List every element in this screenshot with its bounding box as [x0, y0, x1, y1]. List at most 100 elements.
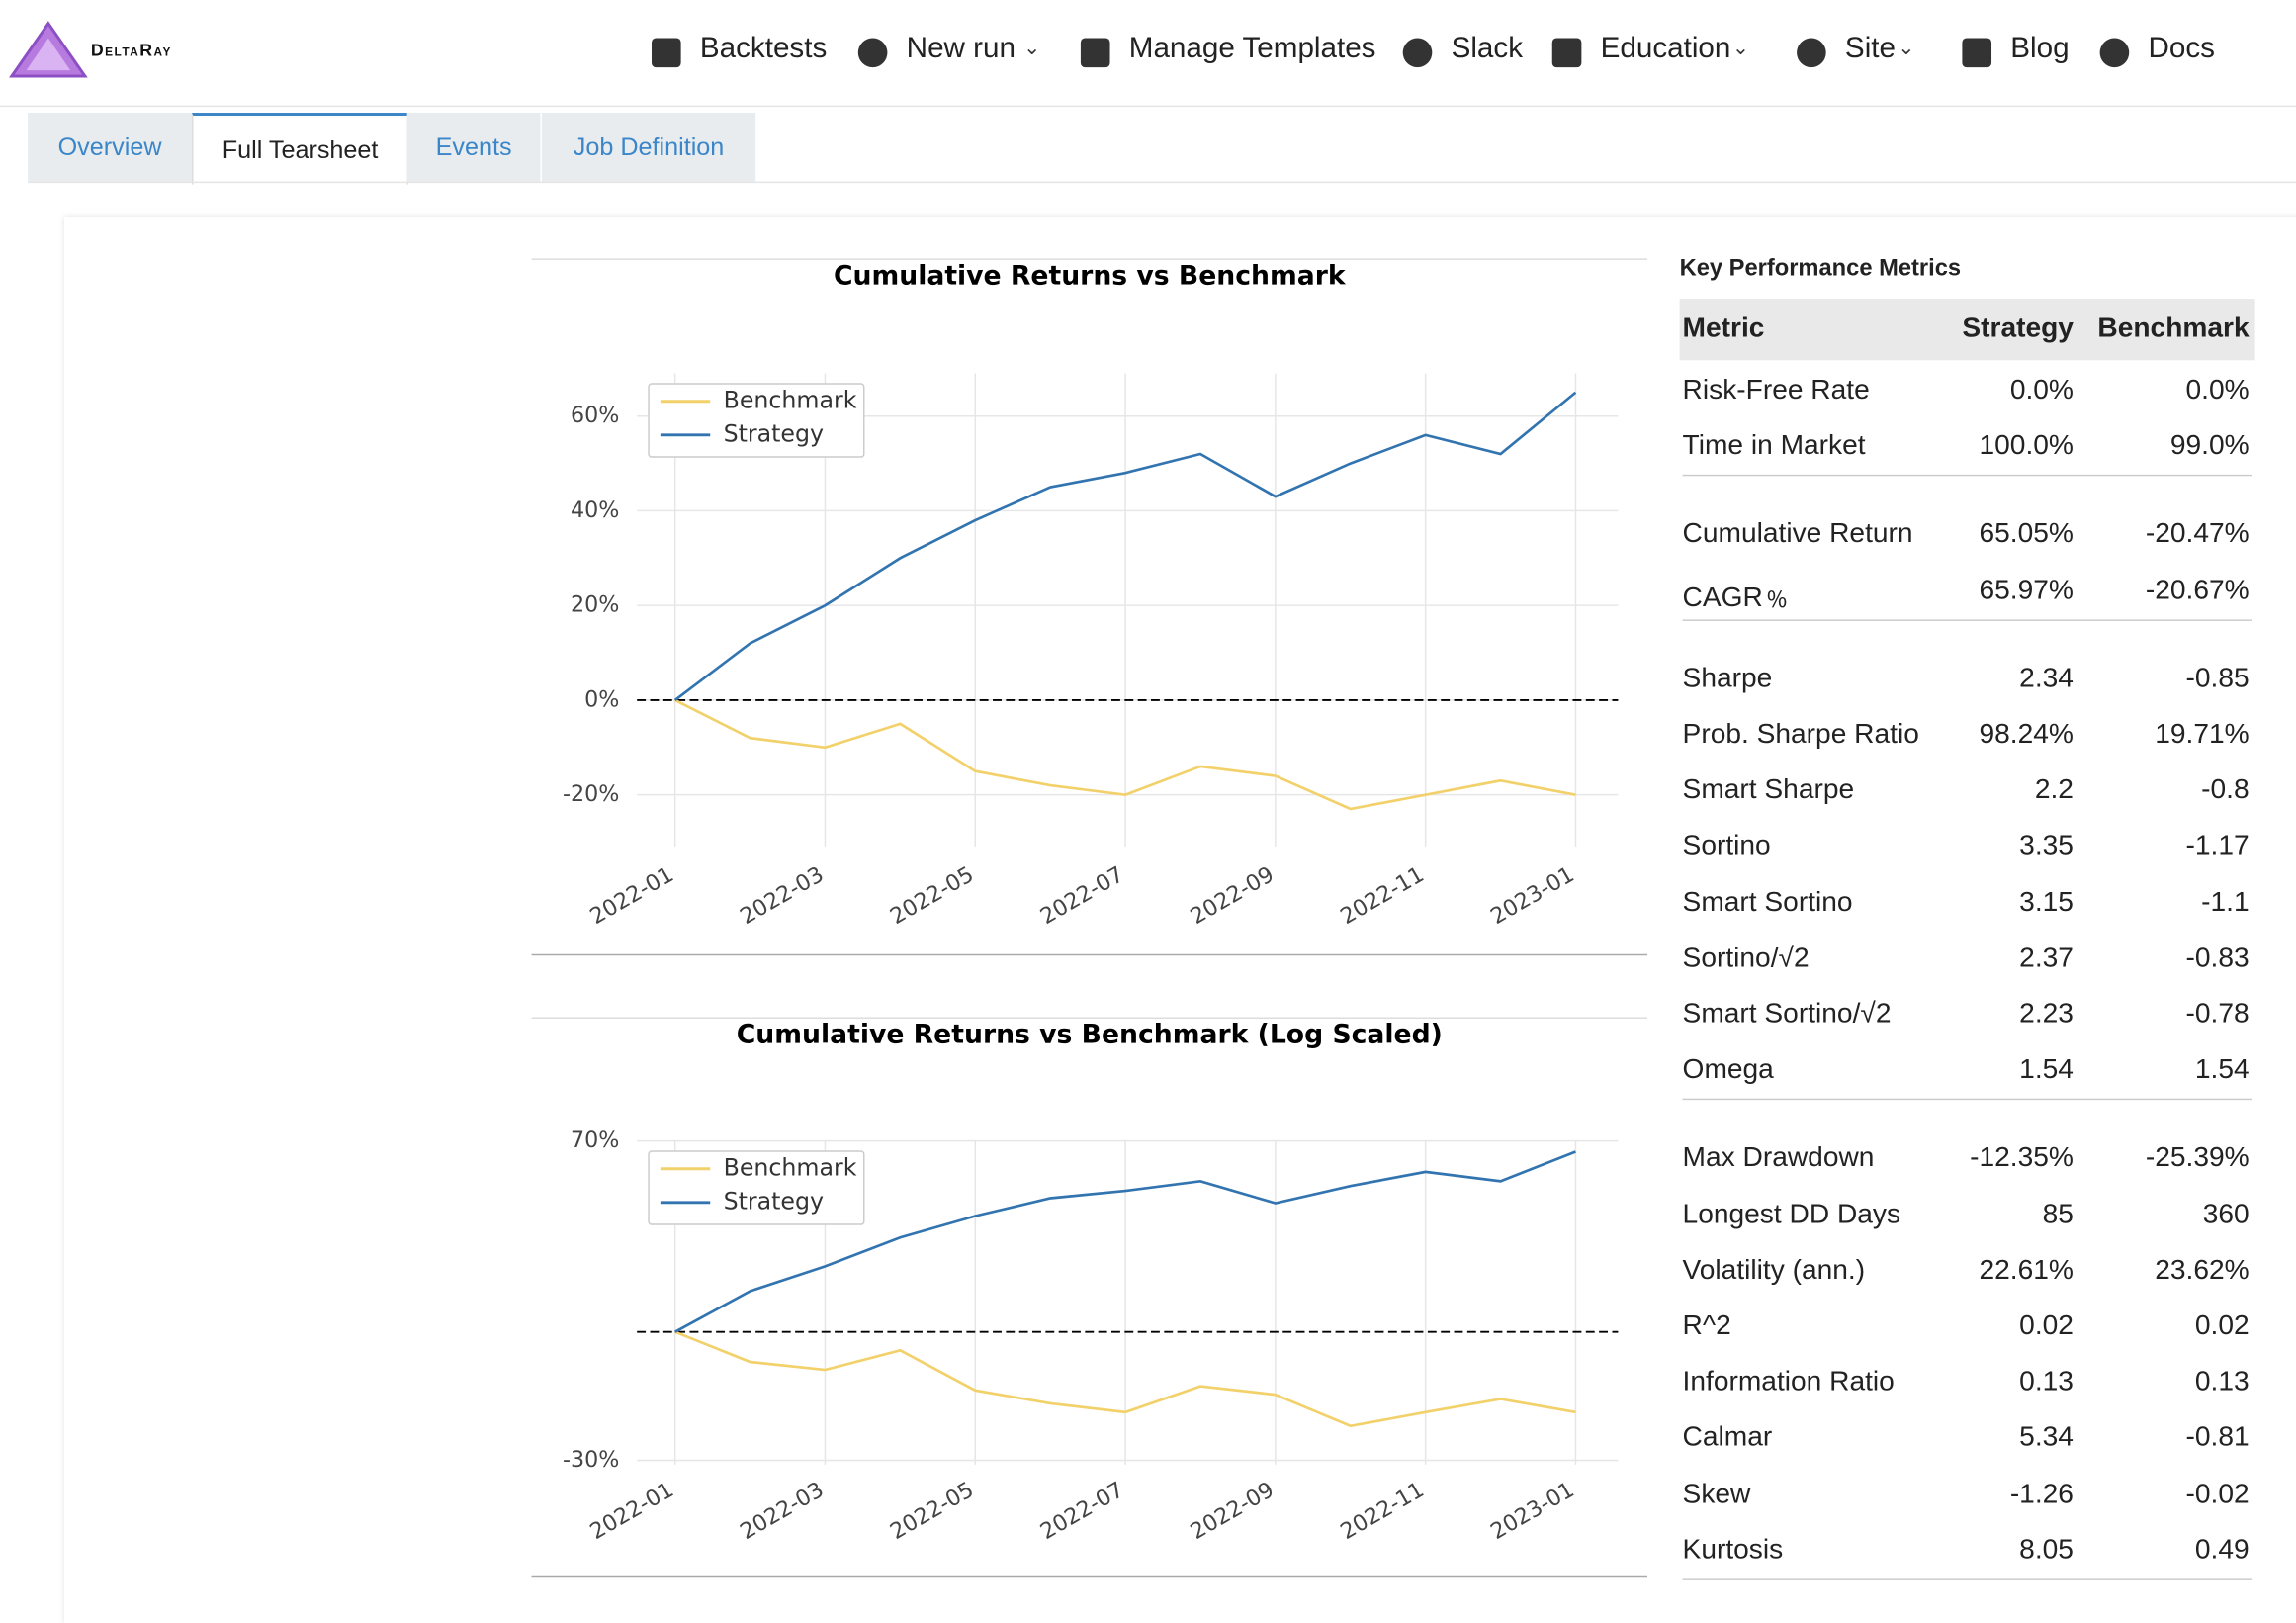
cell-value: 5.34 [2019, 1422, 2074, 1454]
nav-link[interactable]: Slack [1451, 32, 1523, 65]
cell-label: Smart Sortino/√2 [1682, 998, 1892, 1031]
cell-label: Calmar [1682, 1422, 1773, 1454]
cell-value: -1.1 [2201, 886, 2250, 918]
cell-value: -12.35% [1970, 1142, 2074, 1174]
header-bg [1679, 299, 2255, 361]
x-tick-label: 2022-01 [585, 1477, 677, 1545]
nav-icon [652, 38, 681, 68]
cell-value: 8.05 [2019, 1534, 2074, 1566]
caret: ⌄ [1023, 35, 1041, 59]
cell-value: -25.39% [2145, 1142, 2250, 1174]
brand[interactable]: DeltaRay [90, 39, 172, 60]
cell-label: Smart Sortino [1682, 886, 1853, 918]
cell-value: 3.35 [2019, 831, 2074, 862]
x-tick-label: 2022-05 [886, 861, 978, 930]
cell-value: 2.37 [2019, 943, 2074, 974]
nav-icon [2099, 38, 2130, 68]
cell-value: 0.13 [2019, 1366, 2074, 1398]
nav-link[interactable]: Education [1600, 32, 1731, 65]
cell-value: 98.24% [1979, 719, 2074, 751]
y-tick-label: 40% [571, 497, 619, 523]
legend-label: Strategy [724, 419, 825, 447]
y-tick-label: -20% [563, 781, 619, 807]
cell-value: 0.0% [2185, 375, 2250, 406]
y-tick-label: 20% [571, 592, 619, 618]
cell-value: -20.67% [2145, 575, 2250, 606]
legend-label: Benchmark [724, 386, 857, 413]
chart-title: Cumulative Returns vs Benchmark [834, 260, 1347, 291]
series-line [673, 391, 1577, 701]
caret: ⌄ [1731, 35, 1750, 59]
y-tick-label: 70% [571, 1127, 619, 1153]
tab-rule [28, 181, 2296, 184]
cell-value: 19.71% [2155, 719, 2250, 751]
x-tick-label: 2023-01 [1486, 861, 1578, 930]
cell-value: -0.78 [2185, 998, 2250, 1031]
cell-value: 2.34 [2019, 663, 2074, 694]
cell-value: 23.62% [2155, 1254, 2250, 1286]
tab[interactable]: Full Tearsheet [191, 113, 409, 185]
row-separator [1682, 1578, 2252, 1580]
cell-value: 99.0% [2169, 430, 2250, 462]
cell-value: 360 [2202, 1199, 2250, 1230]
tab[interactable]: Events [406, 113, 541, 182]
cell-label: Sharpe [1682, 663, 1773, 694]
cell-label: Metric [1682, 313, 1765, 345]
nav-link[interactable]: Docs [2148, 32, 2215, 65]
cell-value: 65.05% [1979, 518, 2074, 550]
x-tick-label: 2022-09 [1187, 861, 1279, 930]
cell-label: Max Drawdown [1682, 1142, 1875, 1174]
y-tick-label: 0% [584, 686, 619, 712]
tab[interactable]: Overview [28, 113, 192, 182]
cell-value: -1.26 [2009, 1479, 2074, 1510]
logo [9, 21, 88, 78]
cell-label: Prob. Sharpe Ratio [1682, 719, 1919, 751]
cell-value: 0.02 [2194, 1310, 2250, 1342]
x-tick-label: 2022-11 [1336, 1477, 1428, 1545]
nav-icon [857, 38, 888, 68]
tab[interactable]: Job Definition [541, 113, 756, 182]
cell-label: Risk-Free Rate [1682, 375, 1870, 406]
y-tick-label: -30% [563, 1447, 619, 1473]
x-tick-label: 2022-07 [1036, 1477, 1128, 1545]
nav-link[interactable]: Blog [2010, 32, 2070, 65]
cell-value: 0.02 [2019, 1310, 2074, 1342]
cell-value: 3.15 [2019, 886, 2074, 918]
nav-icon [1080, 38, 1110, 68]
x-tick-label: 2022-03 [736, 861, 828, 930]
cell-label: Information Ratio [1682, 1366, 1895, 1398]
cell-label: CAGR﹪ [1682, 582, 1792, 613]
series-line [674, 698, 1576, 811]
nav-link[interactable]: Site [1844, 32, 1896, 65]
cell-value: 65.97% [1979, 575, 2074, 606]
nav-link[interactable]: Backtests [699, 32, 828, 65]
cell-value: -20.47% [2145, 518, 2250, 550]
cell-label: Longest DD Days [1682, 1199, 1901, 1230]
nav-link[interactable]: Manage Templates [1128, 32, 1376, 65]
cell-value: 2.23 [2019, 998, 2074, 1031]
x-tick-label: 2022-09 [1187, 1477, 1279, 1545]
cell-value: -0.8 [2201, 774, 2250, 806]
x-tick-label: 2023-01 [1486, 1477, 1578, 1545]
cell-label: Cumulative Return [1682, 518, 1913, 550]
caret: ⌄ [1898, 35, 1915, 59]
row-separator [1682, 619, 2252, 621]
cell-value: -0.83 [2185, 943, 2250, 974]
cell-label: R^2 [1682, 1310, 1731, 1342]
nav-icon [1962, 38, 1992, 68]
x-tick-label: 2022-01 [585, 861, 677, 930]
cell-value: Benchmark [2097, 313, 2250, 345]
x-tick-label: 2022-03 [736, 1477, 828, 1545]
cell-label: Omega [1682, 1054, 1774, 1086]
cell-value: 1.54 [2019, 1054, 2074, 1086]
cell-label: Smart Sharpe [1682, 774, 1855, 806]
nav-link[interactable]: New run [906, 32, 1016, 65]
cell-label: Sortino [1682, 831, 1771, 862]
cell-value: 0.13 [2194, 1366, 2250, 1398]
x-tick-label: 2022-07 [1036, 861, 1128, 930]
navbar: DeltaRay Backtests New run ⌄ Manage Templat… [0, 0, 2296, 108]
row-separator [1682, 475, 2252, 477]
cell-value: 0.49 [2194, 1534, 2250, 1566]
series-line [674, 1330, 1576, 1428]
